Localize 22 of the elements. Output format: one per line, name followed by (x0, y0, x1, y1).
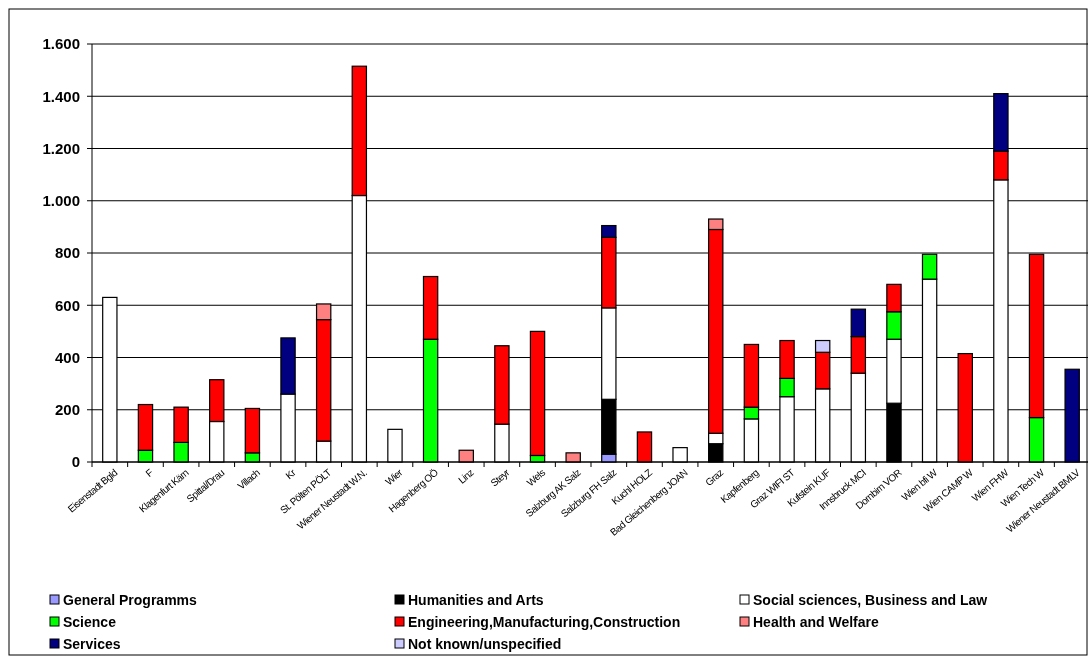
y-tick-label: 0 (71, 453, 80, 471)
legend-label: Engineering,Manufacturing,Construction (408, 613, 681, 630)
legend-label: Humanities and Arts (408, 591, 544, 608)
y-tick-label: 1.000 (42, 192, 80, 209)
legend-label: Social sciences, Business and Law (753, 591, 988, 608)
y-tick-label: 1.400 (42, 87, 80, 105)
y-tick-label: 400 (54, 348, 80, 366)
legend-label: General Programms (63, 591, 198, 608)
x-tick-label: F (143, 466, 156, 480)
legend-label: Science (63, 613, 117, 630)
x-tick-label: Steyr (488, 466, 513, 489)
y-tick-label: 600 (54, 296, 80, 314)
x-tick-label: Linz (456, 466, 476, 486)
legend-label: Services (63, 635, 121, 652)
x-tick-label: Wels (524, 466, 548, 489)
legend-label: Health and Welfare (753, 613, 879, 630)
y-tick-label: 1.200 (42, 139, 80, 157)
x-tick-label: Kr (283, 466, 299, 482)
y-tick-label: 200 (54, 401, 80, 418)
y-tick-label: 1.600 (42, 35, 80, 53)
legend-label: Not known/unspecified (408, 635, 562, 652)
y-tick-label: 800 (54, 244, 80, 262)
